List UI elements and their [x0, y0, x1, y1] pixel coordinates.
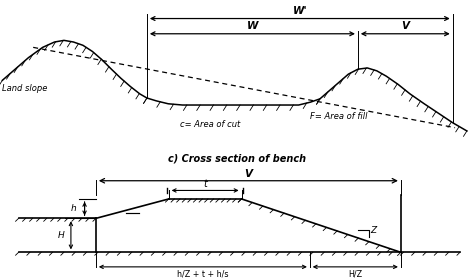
- Text: Z: Z: [370, 226, 376, 235]
- Text: c= Area of cut: c= Area of cut: [180, 120, 240, 129]
- Text: F= Area of fill: F= Area of fill: [310, 112, 368, 121]
- Text: V: V: [401, 21, 409, 31]
- Text: t: t: [203, 179, 207, 189]
- Text: H/Z: H/Z: [348, 269, 362, 278]
- Text: W': W': [292, 6, 307, 16]
- Text: W: W: [246, 21, 258, 31]
- Text: h: h: [71, 204, 76, 213]
- Text: Land slope: Land slope: [2, 84, 48, 93]
- Text: V: V: [245, 169, 252, 179]
- Text: c) Cross section of bench: c) Cross section of bench: [168, 153, 306, 163]
- Text: H: H: [57, 231, 64, 240]
- Text: h/Z + t + h/s: h/Z + t + h/s: [177, 269, 228, 278]
